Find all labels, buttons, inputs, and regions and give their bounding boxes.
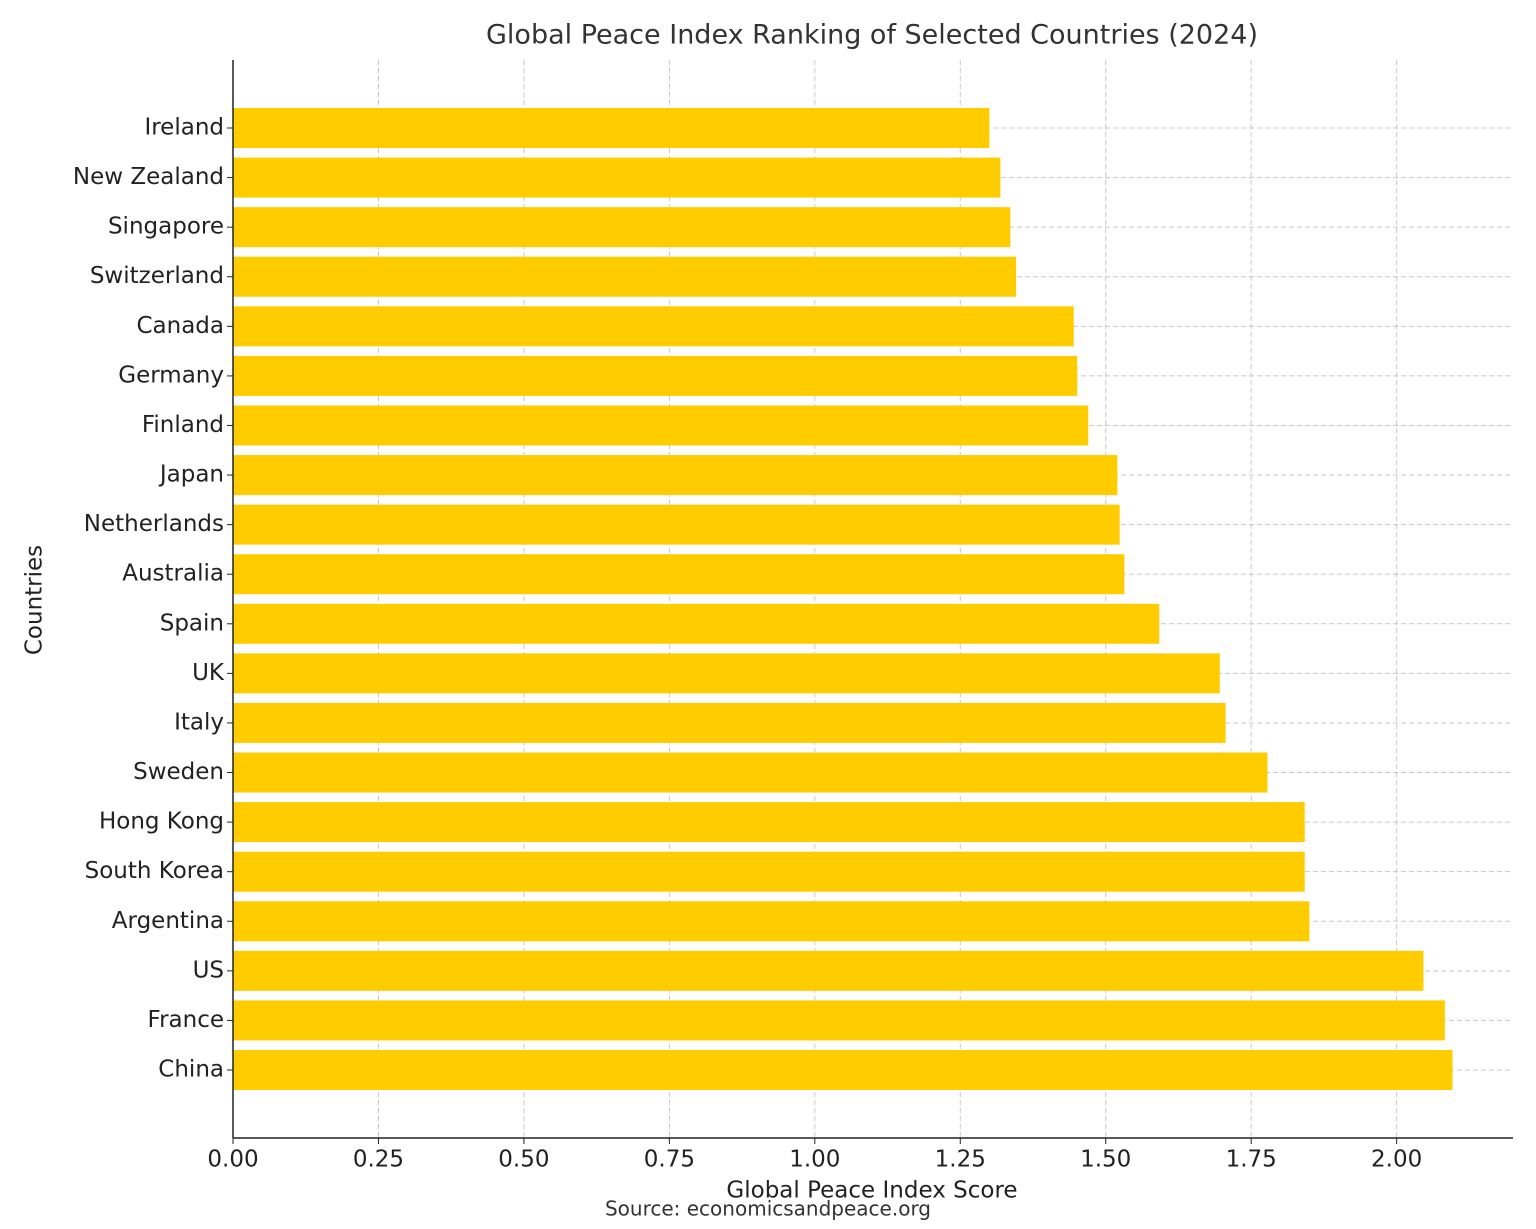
y-tick-label: Australia: [122, 561, 224, 587]
y-tick-label: China: [158, 1057, 224, 1083]
bar: [233, 851, 1305, 892]
y-tick-label: Spain: [160, 610, 224, 636]
bar: [233, 802, 1305, 843]
y-tick-label: Singapore: [108, 214, 224, 240]
bar: [233, 306, 1074, 347]
x-tick-label: 0.25: [353, 1147, 404, 1173]
x-tick-label: 0.50: [498, 1147, 549, 1173]
y-tick-label: Netherlands: [84, 511, 224, 537]
chart-title: Global Peace Index Ranking of Selected C…: [486, 20, 1258, 51]
y-tick-label: UK: [192, 660, 225, 686]
bar: [233, 702, 1226, 743]
y-tick-label: Argentina: [112, 908, 224, 934]
x-tick-label: 2.00: [1371, 1147, 1422, 1173]
x-tick-label: 1.50: [1080, 1147, 1131, 1173]
x-tick-label: 1.00: [789, 1147, 840, 1173]
y-tick-label: Germany: [118, 362, 224, 388]
bar: [233, 405, 1089, 446]
source: Source: economicsandpeace.org: [605, 1197, 931, 1221]
bar: [233, 653, 1220, 694]
y-tick-label: France: [148, 1007, 224, 1033]
bar: [233, 950, 1424, 991]
bar: [233, 207, 1011, 248]
bar: [233, 108, 990, 148]
y-tick-label: Switzerland: [90, 263, 224, 289]
x-tick-label: 0.00: [207, 1147, 258, 1173]
x-tick-label: 0.75: [644, 1147, 695, 1173]
bar: [233, 157, 1001, 198]
y-axis-label: Countries: [22, 545, 48, 655]
bar: [233, 603, 1160, 644]
bar: [233, 554, 1125, 595]
bar: [233, 1050, 1453, 1090]
y-tick-label: South Korea: [85, 858, 224, 884]
y-tick-label: Hong Kong: [99, 809, 224, 835]
y-tick-label: Ireland: [144, 115, 224, 141]
y-tick-label: Italy: [174, 709, 224, 735]
y-tick-label: New Zealand: [73, 164, 224, 190]
bar: [233, 455, 1118, 496]
y-tick-label: Canada: [136, 313, 224, 339]
x-tick-label: 1.75: [1226, 1147, 1277, 1173]
bar: [233, 1000, 1445, 1041]
x-axis-label: Global Peace Index Score: [726, 1178, 1017, 1204]
bar: [233, 355, 1078, 396]
y-tick-label: Finland: [142, 412, 224, 438]
bar: [233, 504, 1120, 545]
x-tick-label: 1.25: [935, 1147, 986, 1173]
y-tick-label: US: [193, 957, 224, 983]
y-tick-label: Japan: [158, 462, 224, 488]
bar: [233, 256, 1017, 297]
bar: [233, 901, 1310, 942]
y-tick-label: Sweden: [133, 759, 224, 785]
bar: [233, 752, 1268, 793]
